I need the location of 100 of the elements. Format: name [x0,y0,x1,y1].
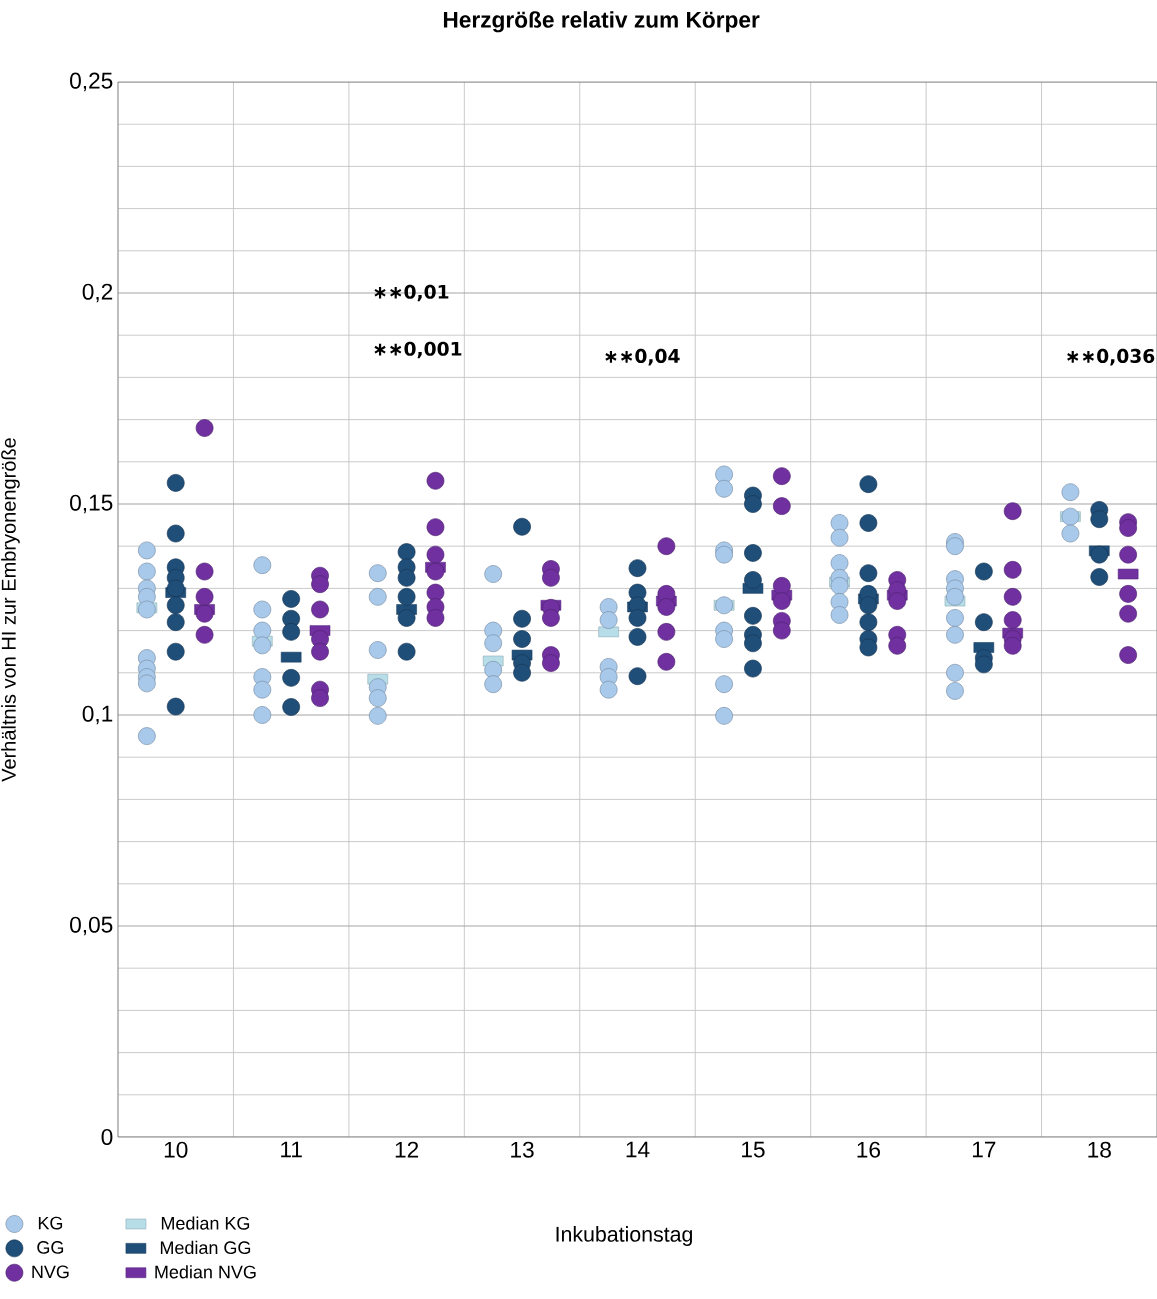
point [542,609,560,627]
point [426,562,445,581]
y-tick-label: 0,2 [82,283,113,303]
point [195,587,214,606]
legend-label: NVG [32,1265,69,1279]
point [397,642,416,661]
point [166,697,185,716]
point [166,642,185,661]
point [513,517,531,536]
point [772,497,791,515]
point [311,600,329,619]
point [628,628,647,646]
point [166,524,185,543]
y-tick-label: 0,05 [70,916,113,936]
point [166,474,185,492]
point [513,609,531,628]
point [311,575,329,594]
point [282,669,301,687]
annotation: ∗∗0,001 [374,341,462,359]
point [1119,585,1137,603]
point [426,518,445,537]
point [426,583,445,602]
point [657,623,676,641]
point [166,579,185,598]
x-tick-label: 11 [281,1141,302,1158]
point [859,564,878,583]
x-axis-title: Inkubationstag [556,1226,692,1246]
point [426,545,445,564]
point [974,613,993,631]
x-tick-label: 15 [742,1141,765,1158]
legend-label: Median GG [160,1240,251,1255]
point [744,634,762,653]
point [974,562,993,581]
point [1090,568,1109,586]
point [1003,611,1022,629]
point [744,544,762,562]
x-tick-label: 17 [972,1141,996,1158]
point [859,596,878,615]
point [859,514,878,532]
point [397,569,416,587]
point [195,419,214,437]
y-tick-label: 0 [101,1128,113,1146]
point [542,569,560,587]
x-tick-label: 10 [164,1141,188,1158]
legend-label: Median NVG [155,1265,256,1279]
point [772,467,791,485]
x-tick-label: 13 [511,1141,534,1158]
point [974,655,993,674]
point [282,623,301,641]
point [772,621,791,640]
point [628,559,647,577]
point [628,609,647,627]
point [1003,636,1022,655]
point [859,613,878,631]
legend-label: GG [37,1241,64,1254]
annotation: ∗∗0,036 [1067,348,1155,366]
point [282,590,301,608]
point [1003,587,1022,606]
point [1119,545,1137,564]
x-tick-label: 14 [626,1141,650,1158]
point [1119,519,1137,537]
y-tick-label: 0,15 [70,494,113,514]
point [195,604,214,623]
point [1003,560,1022,579]
point [311,642,329,661]
point [513,663,531,682]
point [744,495,762,513]
point [657,652,676,671]
point [311,689,329,707]
point [888,636,907,655]
annotation: ∗∗0,04 [605,348,680,366]
point [426,471,445,490]
y-tick-label: 0,25 [70,72,113,92]
point [513,630,531,648]
legend-label: Median KG [161,1216,250,1230]
chart-title: Herzgröße relativ zum Körper [443,11,760,33]
point [397,609,416,627]
point [744,659,762,678]
point [744,571,762,589]
point [1003,502,1022,521]
x-tick-label: 18 [1088,1141,1111,1158]
y-axis-title: Verhältnis von HI zur Embryonengröße [1,438,20,782]
point [744,606,762,625]
point [166,596,185,615]
point [542,654,560,672]
point [195,562,214,581]
point [195,625,214,644]
point [1090,545,1109,564]
point [888,592,907,610]
point [628,667,647,686]
x-tick-label: 16 [857,1141,880,1158]
point [1119,646,1137,664]
point [859,638,878,657]
legend-label: KG [38,1216,63,1230]
point [1119,604,1137,623]
point [166,613,185,631]
point [397,587,416,606]
x-tick-label: 12 [395,1141,419,1158]
point [397,543,416,561]
point [772,577,791,595]
